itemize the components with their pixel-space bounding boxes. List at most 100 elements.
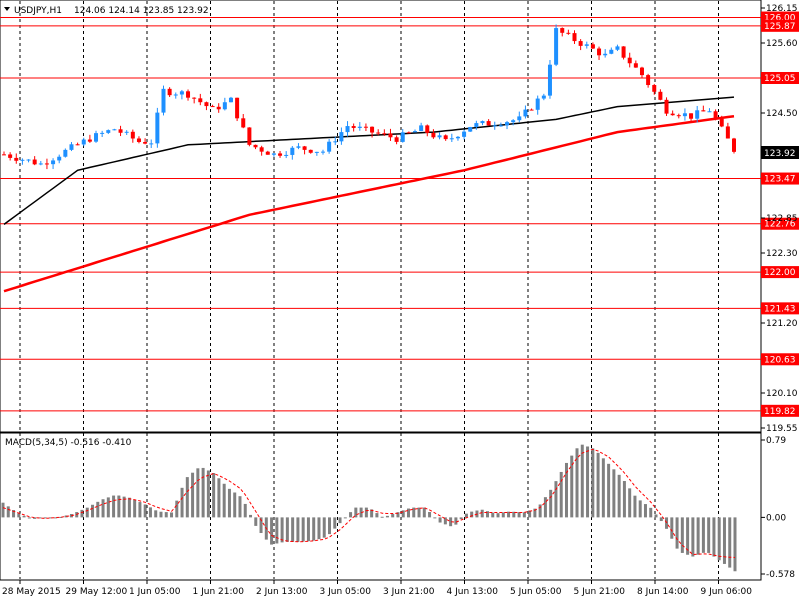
time-tick-label: 1 Jun 21:00 xyxy=(193,587,245,597)
macd-bar xyxy=(127,497,131,518)
macd-bar xyxy=(712,517,716,557)
macd-bar xyxy=(27,517,31,519)
macd-bar xyxy=(38,517,42,519)
candle-body xyxy=(228,97,233,103)
macd-bar xyxy=(96,501,100,518)
candle-body xyxy=(136,138,141,143)
macd-bar xyxy=(191,472,195,518)
candle-body xyxy=(155,112,160,144)
macd-bar xyxy=(333,517,337,529)
candle-body xyxy=(51,160,56,165)
macd-bar xyxy=(380,516,384,518)
candle-body xyxy=(492,125,497,127)
level-label: 122.76 xyxy=(764,220,796,230)
candle-body xyxy=(664,99,669,114)
macd-bar xyxy=(54,517,58,519)
level-label: 126.00 xyxy=(764,14,796,24)
macd-bar xyxy=(385,515,389,518)
macd-bar xyxy=(533,508,537,518)
candle-body xyxy=(216,106,221,110)
candle-body xyxy=(222,102,227,110)
candle-body xyxy=(179,91,184,95)
candle-body xyxy=(406,132,411,134)
macd-bar xyxy=(364,507,368,518)
candle-body xyxy=(57,156,62,161)
candle-body xyxy=(425,125,430,133)
candle-body xyxy=(388,133,393,138)
time-tick-label: 28 May 2015 xyxy=(2,587,61,597)
candle-body xyxy=(259,147,264,152)
macd-bar xyxy=(480,509,484,518)
macd-bar xyxy=(501,512,505,518)
macd-bar xyxy=(396,512,400,518)
level-label-box xyxy=(761,353,799,366)
candle-body xyxy=(345,126,350,133)
time-tick-label: 5 Jun 21:00 xyxy=(574,587,626,597)
macd-bar xyxy=(48,517,52,519)
candle-body xyxy=(363,126,368,128)
macd-bar xyxy=(512,511,516,518)
macd-bar xyxy=(628,488,632,518)
macd-bar xyxy=(270,517,274,545)
macd-bar xyxy=(254,517,258,526)
macd-tick-label: 0.00 xyxy=(766,513,786,523)
macd-bar xyxy=(406,508,410,518)
macd-bar xyxy=(196,468,200,518)
candle-body xyxy=(419,125,424,132)
candle-body xyxy=(314,151,319,153)
macd-bar xyxy=(586,446,590,518)
level-label: 122.00 xyxy=(764,268,796,278)
level-label-box xyxy=(761,72,799,84)
macd-bar xyxy=(227,488,231,518)
time-tick-label: 1 Jun 05:00 xyxy=(129,587,181,597)
macd-bar xyxy=(349,512,353,518)
macd-bar xyxy=(601,458,605,518)
candle-body xyxy=(124,131,129,133)
macd-tick-label: -0.578 xyxy=(766,570,795,580)
macd-bar xyxy=(675,517,679,549)
macd-bar xyxy=(728,517,732,568)
candle-body xyxy=(689,113,694,119)
candle-body xyxy=(186,91,191,98)
macd-bar xyxy=(686,517,690,555)
macd-bar xyxy=(570,455,574,518)
candle-body xyxy=(474,123,479,128)
macd-bar xyxy=(417,507,421,518)
candle-body xyxy=(400,132,405,142)
macd-bar xyxy=(459,517,463,520)
macd-bar xyxy=(280,517,284,543)
macd-bar xyxy=(433,517,437,519)
candle-body xyxy=(695,110,700,119)
macd-bar xyxy=(285,517,289,542)
level-label: 125.87 xyxy=(764,22,796,32)
candle-body xyxy=(247,127,252,145)
time-tick-label: 4 Jun 13:00 xyxy=(447,587,499,597)
candle-body xyxy=(443,135,448,140)
macd-bar xyxy=(722,517,726,564)
macd-bar xyxy=(122,496,126,518)
level-label-box xyxy=(761,404,799,417)
triangle-down-icon[interactable] xyxy=(4,7,10,11)
candle-body xyxy=(241,118,246,128)
macd-bar xyxy=(680,517,684,553)
macd-bar xyxy=(59,516,63,518)
candle-body xyxy=(167,88,172,96)
macd-bar xyxy=(306,517,310,542)
macd-bar xyxy=(301,517,305,542)
price-tick-label: 119.55 xyxy=(766,424,798,434)
candle-body xyxy=(296,146,301,148)
macd-bar xyxy=(106,497,110,518)
time-tick-label: 2 Jun 13:00 xyxy=(256,587,308,597)
macd-bar xyxy=(485,511,489,518)
candle-body xyxy=(676,115,681,117)
macd-bar xyxy=(654,514,658,518)
candle-body xyxy=(597,48,602,56)
candle-body xyxy=(682,113,687,117)
candle-body xyxy=(271,153,276,155)
macd-bar xyxy=(206,470,210,518)
macd-bar xyxy=(322,517,326,538)
candle-body xyxy=(253,144,258,148)
candle-body xyxy=(713,111,718,119)
time-axis: 28 May 2015 29 May 12:00 1 Jun 05:00 1 Jun … xyxy=(2,580,752,597)
